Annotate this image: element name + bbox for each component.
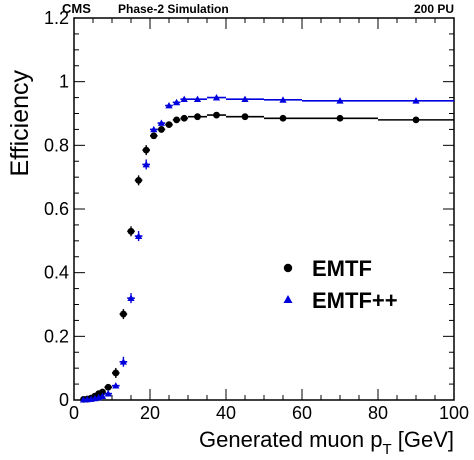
- data-point: [142, 146, 150, 154]
- legend-marker-emtfpp: [283, 295, 293, 303]
- data-point: [142, 160, 150, 168]
- data-point: [213, 111, 220, 119]
- data-point: [241, 95, 249, 103]
- data-point: [212, 93, 221, 101]
- legend: EMTF EMTF++: [283, 256, 398, 313]
- y-tick-label: 0.2: [44, 326, 69, 346]
- x-tick-label: 100: [439, 403, 469, 423]
- data-point: [279, 114, 287, 122]
- data-point: [336, 97, 344, 104]
- data-point: [158, 126, 165, 133]
- data-point: [165, 121, 173, 129]
- data-point: [180, 95, 188, 103]
- y-axis-label: Efficiency: [6, 70, 34, 177]
- data-point: [112, 369, 120, 377]
- y-tick-label: 0.8: [44, 135, 69, 155]
- data-point: [135, 232, 143, 239]
- x-tick-label: 60: [292, 403, 312, 423]
- data-point: [157, 119, 165, 126]
- x-axis-label-main: Generated muon p: [199, 427, 382, 452]
- data-point: [127, 294, 135, 302]
- data-point: [98, 392, 107, 400]
- legend-marker-emtf: [283, 263, 293, 273]
- simulation-label: Phase-2 Simulation: [118, 2, 229, 16]
- data-point: [135, 176, 143, 184]
- data-point: [150, 132, 158, 140]
- data-point: [279, 96, 287, 103]
- series-layer: [79, 93, 454, 403]
- data-point: [112, 382, 120, 389]
- data-point: [120, 310, 127, 318]
- y-tick-label: 0.4: [44, 263, 69, 283]
- data-point: [104, 390, 112, 397]
- x-axis-label: Generated muon pT [GeV]: [199, 427, 454, 458]
- x-tick-label: 80: [368, 403, 388, 423]
- data-point: [165, 101, 173, 109]
- legend-label-emtfpp: EMTF++: [312, 288, 398, 313]
- cms-label: CMS: [62, 1, 91, 16]
- pileup-label: 200 PU: [414, 2, 454, 16]
- y-tick-label: 0.6: [44, 199, 69, 219]
- data-point: [241, 113, 249, 121]
- data-point: [412, 116, 420, 124]
- data-point: [99, 388, 106, 396]
- legend-label-emtf: EMTF: [312, 256, 372, 281]
- y-tick-label: 1: [59, 72, 69, 92]
- data-point: [119, 358, 127, 365]
- data-point: [193, 95, 202, 103]
- series-emtfpp: [79, 93, 454, 403]
- data-point: [180, 114, 188, 122]
- data-point: [127, 227, 135, 235]
- x-tick-label: 20: [140, 403, 160, 423]
- data-point: [194, 113, 201, 121]
- data-point: [150, 125, 158, 133]
- tick-labels: 0 20 40 60 80 100 0 0.2 0.4 0.6 0.8 1 1.2: [44, 8, 469, 423]
- data-point: [336, 114, 344, 122]
- x-tick-label: 0: [69, 403, 79, 423]
- data-point: [173, 98, 181, 106]
- x-tick-label: 40: [216, 403, 236, 423]
- data-point: [104, 383, 112, 391]
- plot-frame: [73, 17, 455, 401]
- y-tick-label: 0: [59, 390, 69, 410]
- x-axis-label-unit: [GeV]: [392, 427, 454, 452]
- data-point: [173, 116, 181, 124]
- series-emtf: [80, 111, 454, 403]
- data-point: [412, 97, 420, 104]
- x-axis-label-subscript: T: [382, 441, 391, 458]
- y-tick-label: 1.2: [44, 8, 69, 28]
- axis-ticks: [73, 17, 455, 401]
